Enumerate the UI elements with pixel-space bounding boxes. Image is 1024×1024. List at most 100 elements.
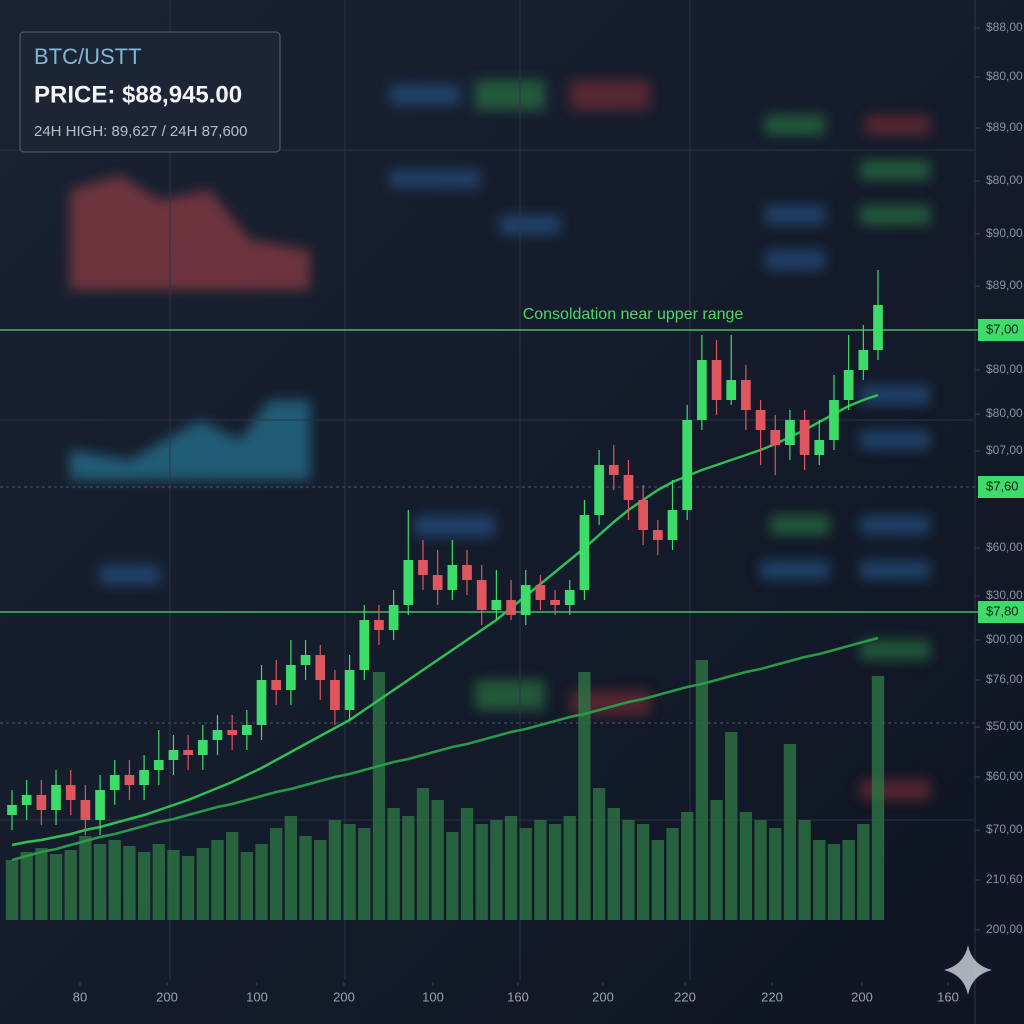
- volume-bar: [754, 820, 767, 920]
- volume-bar: [710, 800, 723, 920]
- candle-body: [652, 530, 663, 540]
- candle-body: [21, 795, 32, 805]
- y-tick-label: $90,00: [986, 226, 1023, 240]
- volume-bar: [167, 850, 180, 920]
- volume-bar: [636, 824, 650, 920]
- candle-body: [359, 620, 370, 670]
- candle-body: [286, 665, 296, 690]
- x-tick-label: 220: [761, 989, 783, 1004]
- volume-bar: [270, 828, 283, 920]
- level-label: $7,00: [986, 321, 1019, 336]
- candle-body: [476, 580, 487, 610]
- candle-body: [623, 475, 634, 500]
- y-tick-label: 200,00: [986, 922, 1023, 936]
- candle-body: [65, 785, 76, 800]
- volume-bar: [695, 660, 709, 920]
- y-tick-label: $07,00: [986, 443, 1023, 457]
- x-tick-label: 200: [156, 989, 178, 1004]
- candle-body: [550, 600, 560, 605]
- volume-bar: [358, 828, 371, 920]
- volume-bar: [343, 824, 356, 920]
- candle-body: [315, 655, 326, 680]
- x-tick-label: 200: [851, 989, 873, 1004]
- volume-bar: [842, 840, 855, 920]
- candle-body: [447, 565, 458, 590]
- candle-body: [227, 730, 238, 735]
- y-tick-label: $80,00: [986, 69, 1023, 83]
- volume-bar: [548, 824, 562, 920]
- candle-body: [153, 760, 164, 770]
- volume-bar: [475, 824, 488, 920]
- volume-bar: [416, 788, 430, 920]
- x-tick-label: 160: [507, 989, 529, 1004]
- y-tick-label: $80,00: [986, 406, 1023, 420]
- candle-body: [711, 360, 722, 400]
- candle-body: [858, 350, 869, 370]
- volume-bar: [460, 808, 474, 920]
- watermark: [944, 945, 992, 995]
- candle-body: [682, 420, 693, 510]
- candle-body: [462, 565, 472, 580]
- candle-body: [638, 500, 648, 530]
- volume-bar: [196, 848, 209, 920]
- volume-bar: [240, 852, 254, 920]
- range: 24H HIGH: 89,627 / 24H 87,600: [34, 123, 247, 140]
- y-tick-label: $60,00: [986, 540, 1023, 554]
- candle-body: [829, 400, 839, 440]
- candle-body: [594, 465, 604, 515]
- candle-body: [183, 750, 193, 755]
- volume-bar: [284, 816, 298, 920]
- volume-bar: [739, 812, 753, 920]
- y-tick-label: $89,00: [986, 120, 1023, 134]
- candle-body: [432, 575, 443, 590]
- y-tick-label: $30,00: [986, 588, 1023, 602]
- volume-bar: [123, 846, 136, 920]
- candle-body: [242, 725, 252, 735]
- level-label: $7,80: [986, 603, 1019, 618]
- candle-body: [843, 370, 854, 400]
- moving-average: [11, 393, 879, 847]
- volume-bar: [490, 820, 503, 920]
- volume-bar: [431, 800, 444, 920]
- volume-bar: [578, 672, 591, 920]
- volume-bar: [871, 676, 885, 920]
- y-tick-label: $70,00: [986, 822, 1023, 836]
- candle-body: [667, 510, 678, 540]
- volume-bar: [152, 844, 165, 920]
- volume-bar: [402, 816, 415, 920]
- x-tick-label: 80: [73, 989, 87, 1004]
- volume-bar: [769, 828, 782, 920]
- level-tag: [978, 476, 1024, 498]
- level-tag: [978, 601, 1024, 623]
- y-tick-label: $89,00: [986, 278, 1023, 292]
- volume-bar: [35, 848, 48, 920]
- level-label: $7,60: [986, 478, 1019, 493]
- candle-body: [51, 785, 61, 810]
- volume-bar: [783, 744, 797, 920]
- moving-average: [11, 636, 879, 862]
- volume-bar: [328, 820, 342, 920]
- candle-body: [36, 795, 47, 810]
- candle-body: [608, 465, 619, 475]
- candle-body: [344, 670, 355, 710]
- volume-bar: [519, 828, 532, 920]
- volume-bar: [827, 844, 841, 920]
- y-tick-label: $00,00: [986, 632, 1023, 646]
- volume-bar: [372, 672, 386, 920]
- x-tick-label: 220: [674, 989, 696, 1004]
- price: PRICE: $88,945.00: [34, 81, 242, 108]
- volume-bar: [255, 844, 268, 920]
- candle-body: [168, 750, 179, 760]
- volume-bar: [563, 816, 576, 920]
- volume-bar: [651, 840, 664, 920]
- volume-bar: [20, 852, 33, 920]
- volume-bar: [813, 840, 826, 920]
- candle-body: [300, 655, 311, 665]
- candle-body: [139, 770, 149, 785]
- candle-body: [755, 410, 766, 430]
- volume-bar: [79, 836, 92, 920]
- volume-bar: [504, 816, 518, 920]
- candle-body: [741, 380, 751, 410]
- volume-bar: [798, 820, 811, 920]
- plot: $88,00 $80,00 $89,00 $80,00 $90,00 $89,00 $80,…: [0, 20, 1024, 1004]
